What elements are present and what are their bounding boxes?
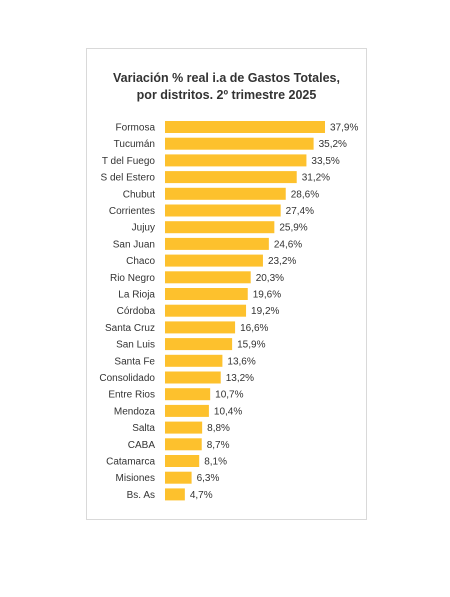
chart-title-line-2: por distritos. 2º trimestre 2025 — [136, 88, 317, 102]
value-label: 8,1% — [204, 457, 227, 468]
category-label: Chaco — [126, 256, 155, 267]
category-label: Jujuy — [132, 223, 155, 234]
bar — [165, 354, 223, 367]
category-label: La Rioja — [118, 290, 155, 301]
category-label: Catamarca — [106, 457, 155, 468]
bar — [165, 254, 263, 267]
bar — [165, 388, 211, 401]
category-label: T del Fuego — [102, 156, 156, 167]
value-label: 35,2% — [319, 139, 347, 150]
category-label: S del Estero — [101, 173, 156, 184]
category-label: Entre Rios — [108, 390, 155, 401]
value-label: 33,5% — [311, 156, 339, 167]
bar — [165, 304, 247, 317]
value-label: 24,6% — [274, 239, 302, 250]
value-label: 37,9% — [330, 123, 358, 134]
bar — [165, 488, 185, 501]
value-label: 6,3% — [197, 473, 220, 484]
value-label: 10,7% — [215, 390, 243, 401]
bar — [165, 271, 251, 284]
value-label: 10,4% — [214, 406, 242, 417]
bar — [165, 237, 269, 250]
value-label: 16,6% — [240, 323, 268, 334]
chart-title-line-1: Variación % real i.a de Gastos Totales, — [113, 71, 340, 85]
chart-title: Variación % real i.a de Gastos Totales, … — [86, 70, 367, 104]
category-label: Santa Fe — [114, 356, 155, 367]
bar — [165, 321, 236, 334]
bar — [165, 455, 200, 467]
category-label: Formosa — [116, 123, 156, 134]
category-label: San Luis — [116, 340, 155, 351]
category-label: Salta — [132, 423, 155, 434]
category-label: San Juan — [113, 239, 155, 250]
bar — [165, 338, 233, 351]
bar — [165, 204, 281, 217]
bar — [165, 438, 202, 451]
category-label: Mendoza — [114, 406, 156, 417]
value-label: 31,2% — [302, 173, 330, 184]
bar — [165, 471, 192, 484]
category-label: Chubut — [123, 189, 155, 200]
bar — [165, 121, 325, 133]
bar — [165, 171, 297, 184]
bar — [165, 404, 209, 417]
category-label: Bs. As — [127, 490, 155, 501]
value-label: 8,7% — [207, 440, 230, 451]
value-label: 8,8% — [207, 423, 230, 434]
category-label: Corrientes — [109, 206, 155, 217]
value-label: 27,4% — [286, 206, 314, 217]
value-label: 15,9% — [237, 340, 265, 351]
bar — [165, 371, 221, 384]
category-label: Rio Negro — [110, 273, 155, 284]
value-label: 23,2% — [268, 256, 296, 267]
value-label: 4,7% — [190, 490, 213, 501]
category-label: CABA — [128, 440, 156, 451]
bar — [165, 421, 203, 434]
value-label: 19,6% — [253, 290, 281, 301]
category-label: Tucumán — [114, 139, 155, 150]
category-label: Misiones — [116, 473, 155, 484]
bar — [165, 187, 286, 200]
bar — [165, 154, 307, 167]
category-label: Consolidado — [99, 373, 155, 384]
bar-chart: Formosa 37,9% Tucumán 35,2% T del Fuego 33,5%… — [99, 121, 358, 501]
bar — [165, 288, 248, 300]
value-label: 25,9% — [279, 223, 307, 234]
value-label: 19,2% — [251, 306, 279, 317]
category-label: Santa Cruz — [105, 323, 155, 334]
value-label: 20,3% — [256, 273, 284, 284]
category-label: Córdoba — [117, 306, 156, 317]
bar — [165, 221, 275, 234]
value-label: 13,2% — [226, 373, 254, 384]
value-label: 13,6% — [227, 356, 255, 367]
value-label: 28,6% — [291, 189, 319, 200]
bar — [165, 137, 314, 150]
